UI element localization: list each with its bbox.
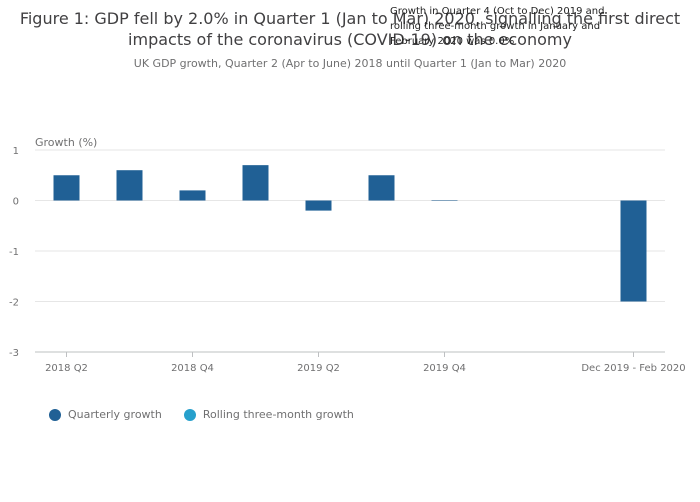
- y-tick-label: -2: [9, 298, 19, 309]
- legend-item-rolling[interactable]: Rolling three-month growth: [183, 408, 354, 421]
- y-tick-label: -3: [9, 348, 19, 359]
- bar: [53, 175, 80, 201]
- bar: [116, 170, 143, 201]
- y-axis-label: Growth (%): [35, 136, 97, 149]
- legend-label-quarterly: Quarterly growth: [68, 408, 162, 421]
- bar: [620, 200, 647, 302]
- chart-annotation: Growth in Quarter 4 (Oct to Dec) 2019 an…: [390, 6, 605, 47]
- bar: [305, 200, 332, 211]
- legend-dot-rolling: [183, 408, 196, 421]
- legend-dot-quarterly: [49, 408, 61, 421]
- bar: [431, 200, 458, 201]
- chart-legend: Quarterly growth Rolling three-month gro…: [49, 408, 376, 421]
- x-tick-label: 2018 Q2: [45, 363, 88, 374]
- y-tick-label: -1: [9, 247, 19, 258]
- chart-subtitle: UK GDP growth, Quarter 2 (Apr to June) 2…: [133, 57, 567, 70]
- bar-chart: Growth (%) 1 0 -1 -2 -3 2018 Q2 2018 Q4 2019 Q2 2…: [9, 136, 686, 374]
- y-tick-label: 1: [13, 146, 19, 157]
- legend-item-quarterly[interactable]: Quarterly growth: [49, 408, 162, 421]
- legend-label-rolling: Rolling three-month growth: [202, 408, 354, 421]
- bar: [368, 175, 395, 201]
- y-tick-label: 0: [13, 197, 19, 208]
- chart-title: Figure 1: GDP fell by 2.0% in Quarter 1 …: [19, 9, 681, 49]
- bar: [242, 165, 269, 201]
- x-tick-label: Dec 2019 - Feb 2020: [581, 363, 685, 374]
- x-tick-label: 2019 Q2: [297, 363, 340, 374]
- x-tick-label: 2018 Q4: [171, 363, 214, 374]
- x-tick-label: 2019 Q4: [423, 363, 466, 374]
- bar: [179, 190, 206, 201]
